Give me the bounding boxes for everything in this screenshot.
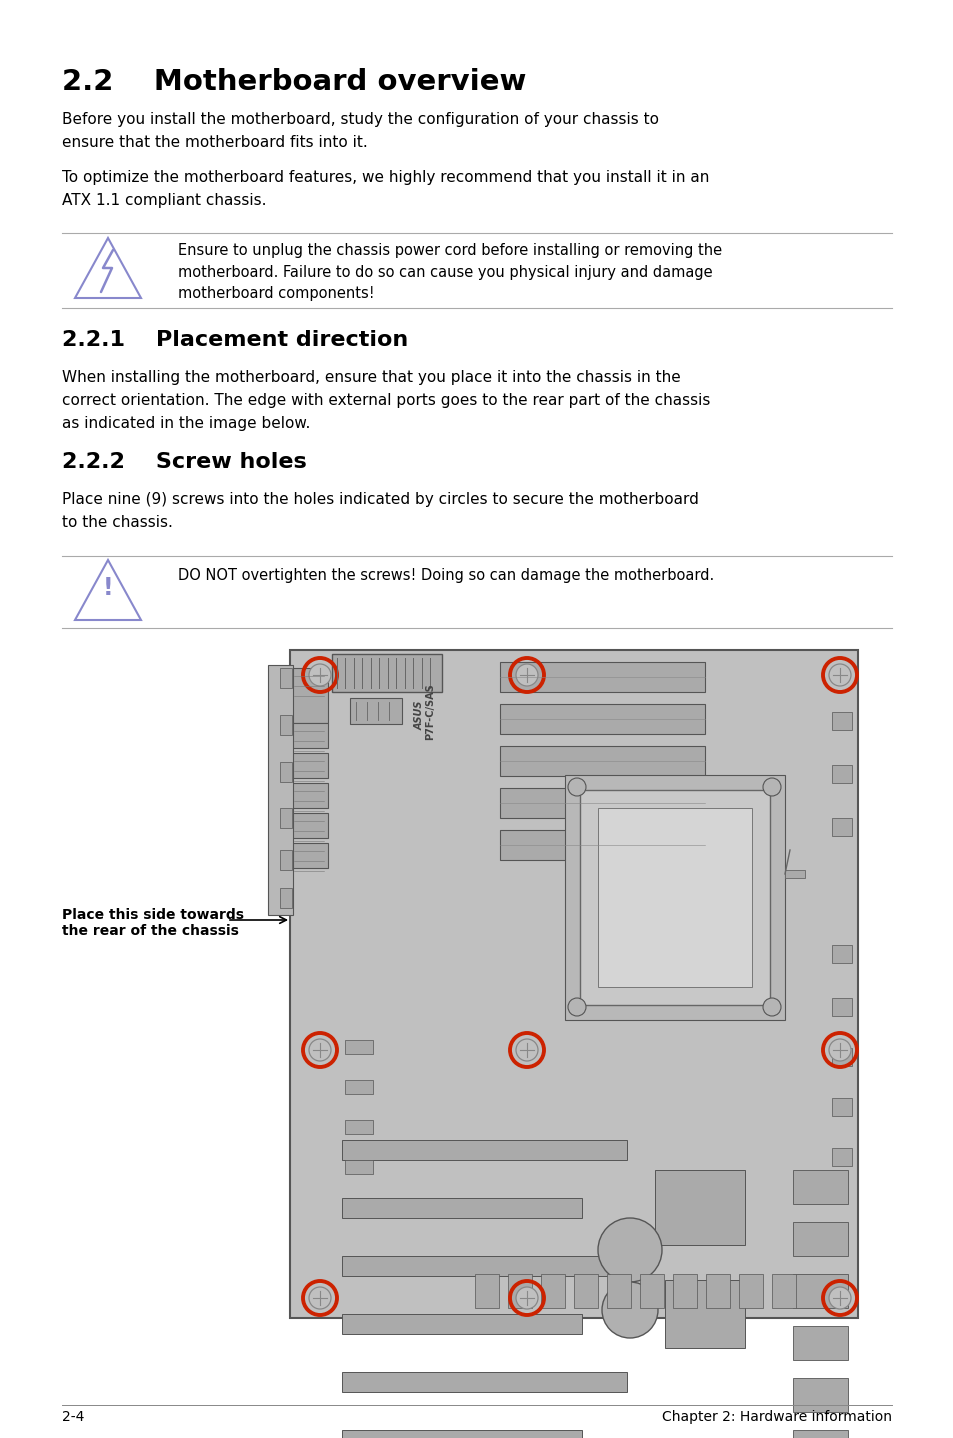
Bar	[341, 1372, 626, 1392]
Bar	[332, 654, 441, 692]
Text: Place this side towards: Place this side towards	[62, 907, 244, 922]
Bar	[784, 870, 804, 879]
Bar	[280, 889, 292, 907]
Text: DO NOT overtighten the screws! Doing so can damage the motherboard.: DO NOT overtighten the screws! Doing so …	[178, 568, 714, 582]
Bar	[792, 1429, 847, 1438]
Bar	[831, 765, 851, 784]
Text: To optimize the motherboard features, we highly recommend that you install it in: To optimize the motherboard features, we…	[62, 170, 709, 209]
Bar	[831, 945, 851, 963]
Bar	[341, 1198, 581, 1218]
Bar	[579, 789, 769, 1005]
Circle shape	[516, 664, 537, 686]
Bar	[341, 1255, 626, 1276]
Text: !: !	[103, 577, 113, 600]
Bar	[831, 712, 851, 731]
Bar	[290, 812, 328, 838]
Circle shape	[567, 778, 585, 797]
Bar	[268, 664, 293, 915]
Bar	[499, 661, 704, 692]
Bar	[792, 1378, 847, 1412]
Text: Place nine (9) screws into the holes indicated by circles to secure the motherbo: Place nine (9) screws into the holes ind…	[62, 492, 699, 529]
Bar	[664, 1280, 744, 1347]
Bar	[280, 808, 292, 828]
Bar	[831, 998, 851, 1017]
Bar	[831, 1148, 851, 1166]
Bar	[290, 784, 328, 808]
Bar	[290, 754, 328, 778]
Bar	[672, 1274, 697, 1309]
Bar	[290, 843, 328, 869]
Circle shape	[309, 1287, 331, 1309]
Text: Before you install the motherboard, study the configuration of your chassis to
e: Before you install the motherboard, stud…	[62, 112, 659, 150]
Text: 2.2    Motherboard overview: 2.2 Motherboard overview	[62, 68, 526, 96]
Bar	[655, 1171, 744, 1245]
Circle shape	[762, 778, 781, 797]
Bar	[831, 1099, 851, 1116]
Circle shape	[601, 1283, 658, 1337]
Bar	[475, 1274, 498, 1309]
Bar	[739, 1274, 762, 1309]
Text: 2.2.2    Screw holes: 2.2.2 Screw holes	[62, 452, 307, 472]
Bar	[499, 788, 704, 818]
Text: ASUS: ASUS	[415, 700, 424, 731]
Circle shape	[828, 664, 850, 686]
Circle shape	[598, 1218, 661, 1283]
Bar	[831, 1048, 851, 1066]
Circle shape	[309, 664, 331, 686]
Bar	[771, 1274, 795, 1309]
Bar	[280, 850, 292, 870]
Circle shape	[567, 998, 585, 1017]
Bar	[345, 1160, 373, 1173]
Bar	[280, 762, 292, 782]
Text: Chapter 2: Hardware information: Chapter 2: Hardware information	[661, 1411, 891, 1424]
FancyBboxPatch shape	[290, 650, 857, 1319]
Bar	[598, 808, 751, 986]
Bar	[540, 1274, 564, 1309]
Text: When installing the motherboard, ensure that you place it into the chassis in th: When installing the motherboard, ensure …	[62, 370, 710, 430]
Circle shape	[762, 998, 781, 1017]
Bar	[290, 669, 328, 723]
Bar	[792, 1171, 847, 1204]
Bar	[341, 1314, 581, 1334]
Bar	[606, 1274, 630, 1309]
Bar	[290, 723, 328, 748]
Bar	[280, 669, 292, 687]
Circle shape	[828, 1287, 850, 1309]
Bar	[507, 1274, 532, 1309]
Bar	[499, 830, 704, 860]
Bar	[341, 1429, 581, 1438]
Bar	[499, 705, 704, 733]
Bar	[345, 1080, 373, 1094]
Bar	[705, 1274, 729, 1309]
Bar	[564, 775, 784, 1020]
Circle shape	[516, 1287, 537, 1309]
Circle shape	[309, 1040, 331, 1061]
Bar	[831, 818, 851, 835]
Circle shape	[516, 1040, 537, 1061]
Bar	[792, 1222, 847, 1255]
Bar	[792, 1274, 847, 1309]
Text: Ensure to unplug the chassis power cord before installing or removing the
mother: Ensure to unplug the chassis power cord …	[178, 243, 721, 301]
Bar	[341, 1140, 626, 1160]
Bar	[574, 1274, 598, 1309]
Bar	[345, 1120, 373, 1135]
Bar	[639, 1274, 663, 1309]
Text: the rear of the chassis: the rear of the chassis	[62, 925, 238, 938]
Bar	[499, 746, 704, 777]
Text: 2-4: 2-4	[62, 1411, 84, 1424]
Bar	[350, 697, 401, 723]
Text: 2.2.1    Placement direction: 2.2.1 Placement direction	[62, 329, 408, 349]
Text: P7F-C/SAS: P7F-C/SAS	[424, 683, 435, 741]
Circle shape	[828, 1040, 850, 1061]
Bar	[792, 1326, 847, 1360]
Bar	[345, 1040, 373, 1054]
Bar	[280, 715, 292, 735]
